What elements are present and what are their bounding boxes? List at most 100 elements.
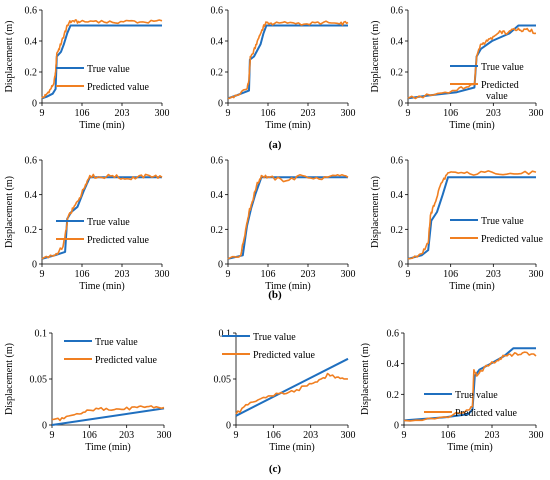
y-axis-label: Displacement (m) [360, 343, 371, 415]
chart-c2: 9 106 203 300 0 0.05 0.1 Time (min) True value Pr… [214, 329, 356, 454]
x-tick-label: 106 [75, 108, 90, 119]
y-tick-label: 0.4 [387, 359, 400, 370]
chart-a3: 9 106 203 300 0 0.2 0.4 0.6 Time (min) Displaceme… [370, 6, 544, 132]
true-value-line [235, 357, 349, 417]
predicted-value-line [235, 372, 349, 415]
y-tick-label: 0.6 [25, 156, 38, 167]
predicted-value-line [228, 20, 349, 100]
y-tick-label: 0.05 [214, 375, 232, 386]
x-tick-label: 203 [486, 108, 501, 119]
x-tick-label: 106 [443, 108, 458, 119]
x-tick-label: 300 [341, 430, 356, 441]
y-tick-label: 0.2 [211, 225, 224, 236]
y-tick-label: 0.6 [391, 156, 404, 167]
x-axis-label: Time (min) [79, 281, 124, 292]
x-tick-label: 300 [157, 430, 172, 441]
y-tick-label: 0.4 [25, 37, 38, 48]
chart-a1: 9 106 203 300 0 0.2 0.4 0.6 Time (min) Displaceme… [4, 6, 170, 132]
x-tick-label: 106 [443, 269, 458, 280]
x-axis-label: Time (min) [449, 281, 494, 292]
y-tick-label: 0.2 [25, 225, 38, 236]
x-tick-label: 300 [341, 108, 356, 119]
x-axis-label: Time (min) [79, 120, 124, 131]
x-tick-label: 9 [40, 108, 45, 119]
y-tick-label: 0.4 [211, 37, 224, 48]
x-tick-label: 203 [119, 430, 134, 441]
y-tick-label: 0 [394, 421, 399, 432]
y-tick-label: 0.6 [387, 329, 400, 340]
y-tick-label: 0.4 [211, 190, 224, 201]
y-tick-label: 0.4 [25, 190, 38, 201]
caption-c: (c) [269, 463, 282, 475]
true-value-line [41, 24, 162, 100]
y-axis-label: Displacement (m) [4, 21, 15, 93]
y-tick-label: 0 [218, 260, 223, 271]
x-tick-label: 300 [341, 269, 356, 280]
x-tick-label: 203 [301, 108, 316, 119]
true-value-line [403, 347, 536, 422]
true-value-line [227, 24, 348, 100]
legend-label: True value [481, 62, 524, 73]
x-tick-label: 203 [115, 269, 130, 280]
legend-label: Predicted value [87, 235, 149, 246]
legend-label-cont: value [486, 91, 508, 102]
x-tick-label: 9 [40, 269, 45, 280]
y-tick-label: 0.6 [25, 6, 38, 17]
x-tick-label: 9 [402, 430, 407, 441]
y-tick-label: 0.05 [30, 375, 48, 386]
predicted-value-line [41, 19, 163, 99]
y-tick-label: 0.2 [25, 68, 38, 79]
predicted-value-line [407, 170, 537, 260]
y-tick-label: 0.6 [391, 6, 404, 17]
x-tick-label: 106 [266, 430, 281, 441]
x-tick-label: 300 [155, 269, 170, 280]
legend-label: Predicted [481, 80, 519, 91]
y-tick-label: 0 [398, 260, 403, 271]
x-tick-label: 203 [485, 430, 500, 441]
y-tick-label: 0.1 [35, 329, 48, 340]
chart-a2: 9 106 203 300 0 0.2 0.4 0.6 Time (min) [211, 6, 356, 132]
y-tick-label: 0 [32, 99, 37, 110]
legend-label: Predicted value [87, 82, 149, 93]
predicted-value-line [51, 405, 165, 422]
x-axis-label: Time (min) [265, 120, 310, 131]
x-tick-label: 9 [406, 269, 411, 280]
legend-label: True value [481, 216, 524, 227]
legend-label: True value [455, 390, 498, 401]
chart-c1: 9 106 203 300 0 0.05 0.1 Time (min) Displacement… [4, 329, 172, 454]
x-axis-label: Time (min) [265, 281, 310, 292]
caption-b: (b) [268, 289, 282, 301]
y-tick-label: 0 [398, 99, 403, 110]
y-axis-label: Displacement (m) [370, 21, 381, 93]
predicted-value-line [227, 174, 349, 260]
x-tick-label: 9 [50, 430, 55, 441]
x-tick-label: 106 [82, 430, 97, 441]
x-tick-label: 9 [234, 430, 239, 441]
x-tick-label: 203 [301, 269, 316, 280]
x-tick-label: 106 [441, 430, 456, 441]
x-tick-label: 203 [486, 269, 501, 280]
x-axis-label: Time (min) [449, 120, 494, 131]
x-tick-label: 300 [529, 108, 544, 119]
y-axis-label: Displacement (m) [4, 343, 15, 415]
legend-label: True value [87, 64, 130, 75]
x-tick-label: 106 [261, 108, 276, 119]
y-tick-label: 0.1 [219, 329, 232, 340]
legend-label: True value [95, 337, 138, 348]
legend-label: True value [253, 332, 296, 343]
legend-label: Predicted value [253, 350, 315, 361]
x-axis-label: Time (min) [447, 442, 492, 453]
true-value-line [227, 176, 348, 260]
x-axis-label: Time (min) [269, 442, 314, 453]
x-tick-label: 300 [155, 108, 170, 119]
chart-b1: 9 106 203 300 0 0.2 0.4 0.6 Time (min) Displaceme… [4, 156, 170, 293]
legend-label: True value [87, 217, 130, 228]
y-tick-label: 0.2 [387, 390, 400, 401]
y-axis-label: Displacement (m) [370, 176, 381, 248]
y-tick-label: 0 [42, 421, 47, 432]
legend-label: Predicted value [481, 234, 543, 245]
y-tick-label: 0.6 [211, 6, 224, 17]
predicted-value-line [403, 351, 537, 422]
x-tick-label: 106 [261, 269, 276, 280]
